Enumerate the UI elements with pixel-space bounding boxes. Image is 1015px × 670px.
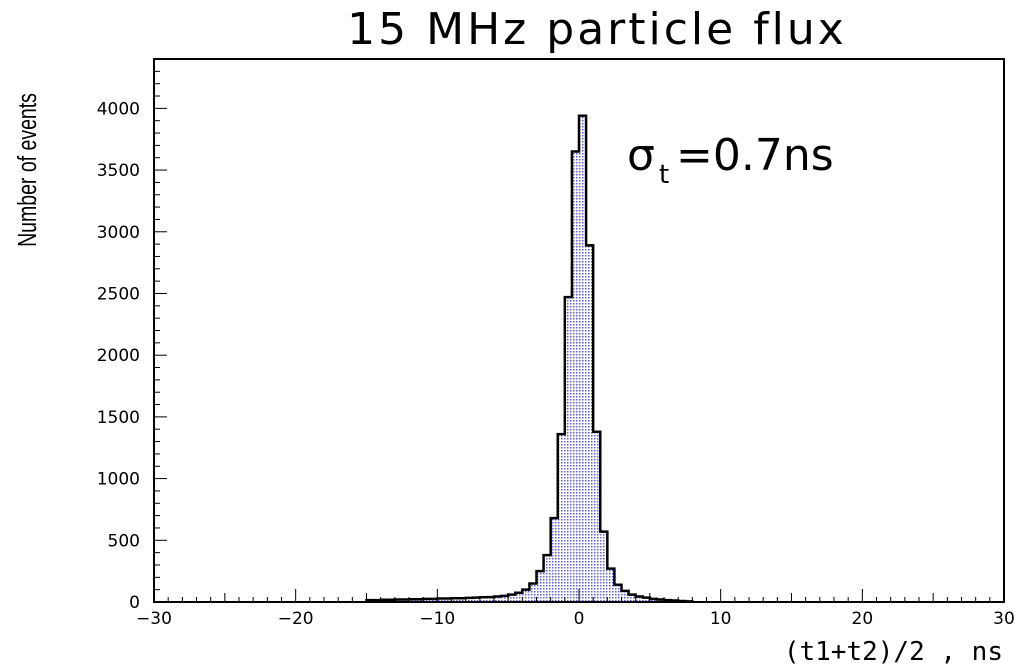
histogram-bin bbox=[465, 597, 473, 602]
y-tick-label: 0 bbox=[129, 593, 140, 613]
histogram-bin bbox=[571, 151, 579, 602]
x-tick-label: −20 bbox=[278, 609, 314, 629]
y-tick-label: 1500 bbox=[97, 408, 140, 428]
histogram-bin bbox=[642, 597, 650, 602]
histogram-bin bbox=[635, 596, 643, 602]
histogram-bin bbox=[522, 589, 530, 602]
histogram-bin bbox=[416, 599, 424, 602]
histogram-bin bbox=[621, 590, 629, 602]
histogram-bin bbox=[515, 592, 523, 602]
x-tick-label: 0 bbox=[574, 609, 585, 629]
y-tick-label: 2000 bbox=[97, 346, 140, 366]
histogram-bin bbox=[458, 598, 466, 602]
histogram-bin bbox=[607, 568, 615, 602]
histogram-outline bbox=[365, 114, 694, 603]
histogram-bin bbox=[479, 597, 487, 602]
x-tick-label: −10 bbox=[419, 609, 455, 629]
histogram-bin bbox=[451, 598, 459, 602]
histogram-bin bbox=[430, 598, 438, 602]
histogram-bin bbox=[508, 594, 516, 602]
y-tick-label: 3500 bbox=[97, 161, 140, 181]
histogram-bin bbox=[649, 598, 657, 602]
x-tick-label: −30 bbox=[136, 609, 172, 629]
sigma-annotation: σ t =0.7ns bbox=[627, 130, 834, 190]
histogram-bin bbox=[600, 531, 608, 602]
y-tick-label: 500 bbox=[108, 531, 140, 551]
histogram-bin bbox=[579, 115, 587, 602]
sigma-symbol: σ bbox=[627, 130, 655, 181]
histogram-bin bbox=[564, 297, 572, 602]
histogram-bin bbox=[593, 431, 601, 602]
y-tick-label: 1000 bbox=[97, 470, 140, 490]
x-axis-label: (t1+t2)/2 , ns bbox=[784, 637, 1003, 667]
y-axis-label: Number of events bbox=[12, 93, 41, 247]
histogram-bins bbox=[366, 115, 693, 603]
histogram-bin bbox=[444, 598, 452, 602]
histogram-bin bbox=[543, 555, 551, 602]
histogram-bin bbox=[501, 595, 509, 602]
histogram-bin bbox=[550, 518, 558, 602]
histogram-bin bbox=[557, 434, 565, 602]
histogram-bin bbox=[614, 584, 622, 602]
x-tick-label: 30 bbox=[993, 609, 1015, 629]
sigma-value: =0.7ns bbox=[676, 130, 834, 181]
sigma-subscript: t bbox=[659, 160, 669, 190]
histogram-bin bbox=[536, 571, 544, 602]
y-tick-label: 2500 bbox=[97, 284, 140, 304]
plot-area: −30 −20 −10 0 10 20 30 0 500 1000 1500 2000 2500 3000… bbox=[97, 58, 1015, 629]
y-tick-label: 3000 bbox=[97, 223, 140, 243]
histogram-bin bbox=[486, 597, 494, 602]
histogram-bin bbox=[494, 596, 502, 602]
histogram-bin bbox=[423, 598, 431, 602]
histogram-bin bbox=[628, 594, 636, 602]
histogram-bin bbox=[437, 598, 445, 602]
histogram-bin bbox=[529, 583, 537, 602]
x-tick-label: 10 bbox=[710, 609, 732, 629]
chart-title: 15 MHz particle flux bbox=[347, 4, 847, 55]
histogram-bin bbox=[472, 597, 480, 602]
histogram-bin bbox=[409, 599, 417, 602]
x-tick-label: 20 bbox=[852, 609, 874, 629]
histogram-bin bbox=[586, 245, 594, 603]
y-tick-label: 4000 bbox=[97, 99, 140, 119]
